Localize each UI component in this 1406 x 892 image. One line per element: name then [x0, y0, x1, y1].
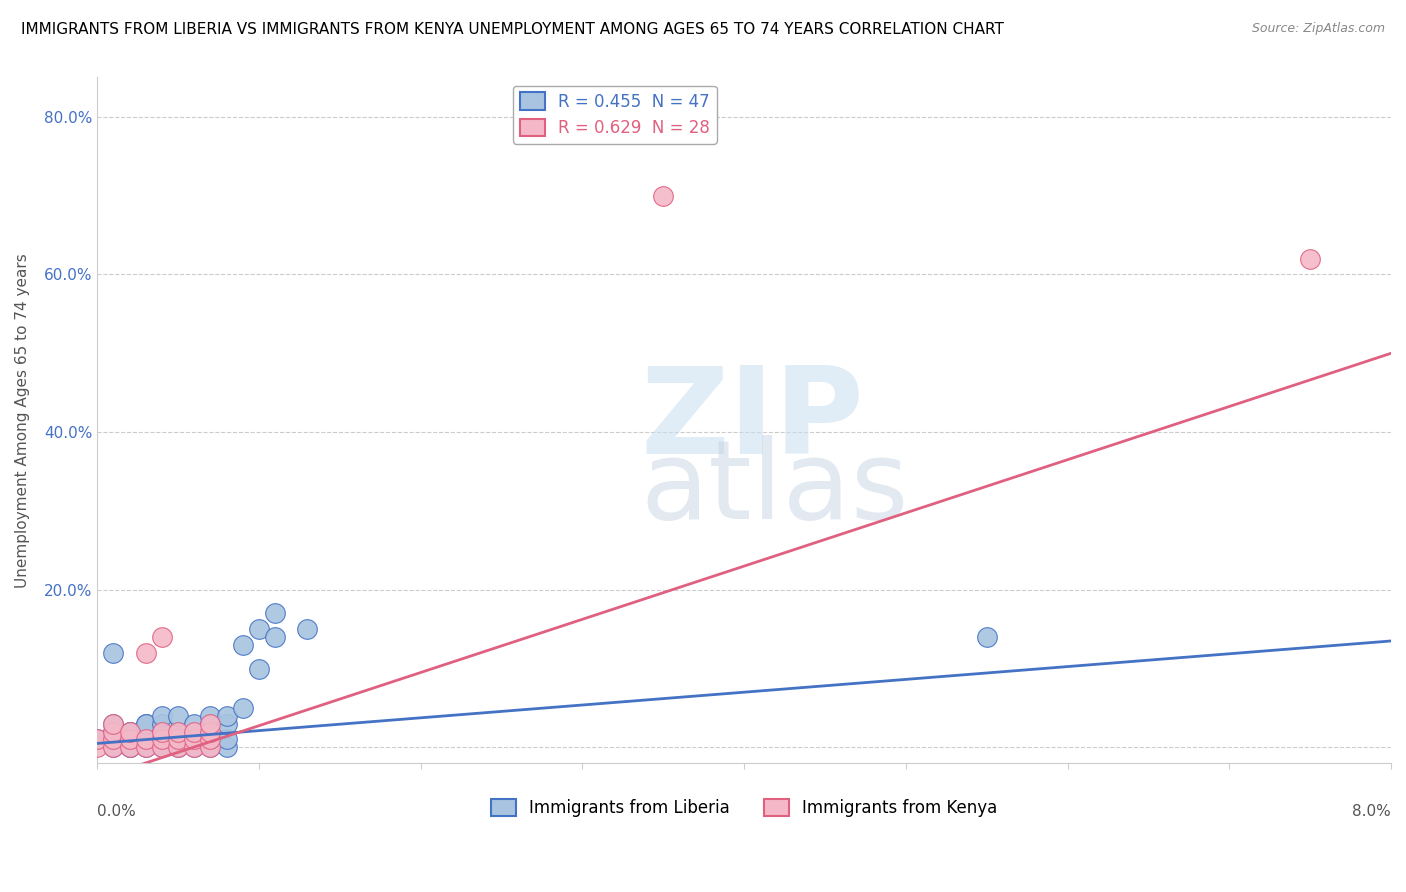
Point [118, 740, 141, 755]
Point [150, 740, 173, 755]
Point [135, 732, 157, 747]
Point [200, 709, 222, 723]
Point [135, 724, 157, 739]
Point [118, 724, 141, 739]
Point [135, 716, 157, 731]
Point [167, 740, 190, 755]
Point [86, 732, 108, 747]
Point [150, 724, 173, 739]
Point [118, 732, 141, 747]
Point [183, 740, 205, 755]
Point [103, 724, 125, 739]
Point [86, 732, 108, 747]
Point [200, 724, 222, 739]
Point [183, 716, 205, 731]
Text: 8.0%: 8.0% [1353, 805, 1391, 819]
Point [150, 716, 173, 731]
Point [200, 716, 222, 731]
Point [183, 732, 205, 747]
Point [167, 732, 190, 747]
Point [150, 732, 173, 747]
Point [976, 630, 998, 644]
Point [103, 724, 125, 739]
Point [135, 646, 157, 660]
Point [118, 732, 141, 747]
Point [167, 740, 190, 755]
Point [200, 740, 222, 755]
Point [135, 732, 157, 747]
Point [215, 716, 238, 731]
Point [135, 740, 157, 755]
Legend: Immigrants from Liberia, Immigrants from Kenya: Immigrants from Liberia, Immigrants from… [485, 792, 1004, 823]
Point [215, 740, 238, 755]
Point [1299, 252, 1322, 266]
Point [183, 724, 205, 739]
Point [264, 607, 287, 621]
Point [167, 724, 190, 739]
Point [200, 740, 222, 755]
Point [150, 740, 173, 755]
Point [135, 732, 157, 747]
Point [135, 716, 157, 731]
Point [103, 716, 125, 731]
Point [103, 732, 125, 747]
Point [118, 740, 141, 755]
Point [150, 732, 173, 747]
Point [103, 716, 125, 731]
Point [103, 740, 125, 755]
Point [200, 724, 222, 739]
Point [167, 724, 190, 739]
Point [103, 732, 125, 747]
Text: 0.0%: 0.0% [97, 805, 136, 819]
Point [86, 740, 108, 755]
Point [183, 740, 205, 755]
Point [652, 188, 675, 202]
Point [200, 732, 222, 747]
Point [150, 709, 173, 723]
Text: IMMIGRANTS FROM LIBERIA VS IMMIGRANTS FROM KENYA UNEMPLOYMENT AMONG AGES 65 TO 7: IMMIGRANTS FROM LIBERIA VS IMMIGRANTS FR… [21, 22, 1004, 37]
Point [247, 661, 270, 675]
Y-axis label: Unemployment Among Ages 65 to 74 years: Unemployment Among Ages 65 to 74 years [15, 253, 30, 588]
Point [118, 724, 141, 739]
Text: atlas: atlas [641, 435, 910, 542]
Point [183, 732, 205, 747]
Point [264, 630, 287, 644]
Point [103, 646, 125, 660]
Text: Source: ZipAtlas.com: Source: ZipAtlas.com [1251, 22, 1385, 36]
Point [167, 709, 190, 723]
Point [232, 701, 254, 715]
Point [232, 638, 254, 652]
Point [167, 732, 190, 747]
Point [215, 732, 238, 747]
Point [200, 716, 222, 731]
Point [118, 732, 141, 747]
Text: ZIP: ZIP [641, 362, 865, 479]
Point [247, 622, 270, 636]
Point [118, 724, 141, 739]
Point [118, 740, 141, 755]
Point [200, 732, 222, 747]
Point [215, 709, 238, 723]
Point [135, 740, 157, 755]
Point [150, 630, 173, 644]
Point [103, 740, 125, 755]
Point [150, 724, 173, 739]
Point [297, 622, 319, 636]
